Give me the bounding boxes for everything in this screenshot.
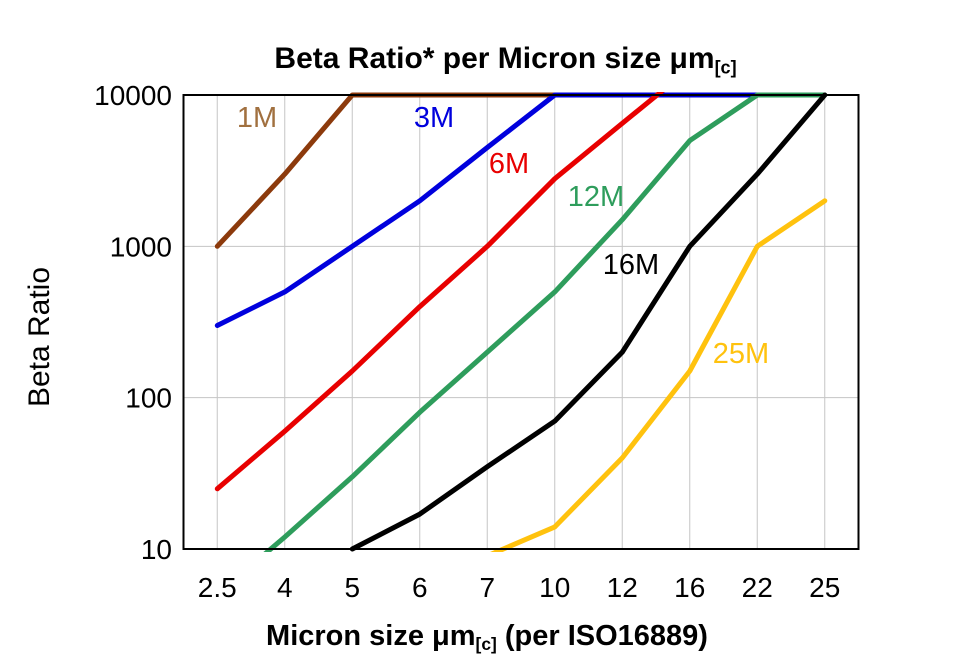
x-axis-title-subscript: [c] [475,634,497,655]
series-label-25M: 25M [713,338,769,370]
x-tick-label: 25 [809,572,840,603]
x-axis-title-text: Micron size μm [266,620,476,652]
x-tick-label: 7 [479,572,495,603]
series-line-25M [490,198,828,552]
y-tick-label: 10000 [94,80,172,111]
x-tick-label: 6 [412,572,428,603]
y-tick-label: 1000 [110,231,172,262]
x-tick-label: 12 [607,572,638,603]
x-axis-title: Micron size μm[c] (per ISO16889) [8,620,966,655]
chart-title-subscript: [c] [714,57,737,78]
plot-border [182,94,860,550]
series-line-16M [349,92,828,552]
y-tick-label: 100 [125,383,172,414]
series-label-6M: 6M [489,148,529,180]
x-tick-label: 5 [344,572,360,603]
x-tick-label: 22 [742,572,773,603]
x-tick-label: 10 [539,572,570,603]
chart-title: Beta Ratio* per Micron size μm[c] [45,42,966,78]
series-label-3M: 3M [414,102,454,134]
series-line-12M [263,92,828,552]
x-tick-label: 4 [277,572,293,603]
x-tick-label: 2.5 [198,572,237,603]
chart-title-text: Beta Ratio* per Micron size μm [274,42,715,75]
series-label-1M: 1M [237,102,277,134]
series-label-16M: 16M [603,249,659,281]
series-line-6M [214,92,665,492]
y-axis-title: Beta Ratio [23,266,56,408]
x-axis-title-suffix: (per ISO16889) [496,620,708,652]
y-tick-label: 10 [141,534,172,565]
series-label-12M: 12M [568,181,624,213]
x-tick-label: 16 [674,572,705,603]
